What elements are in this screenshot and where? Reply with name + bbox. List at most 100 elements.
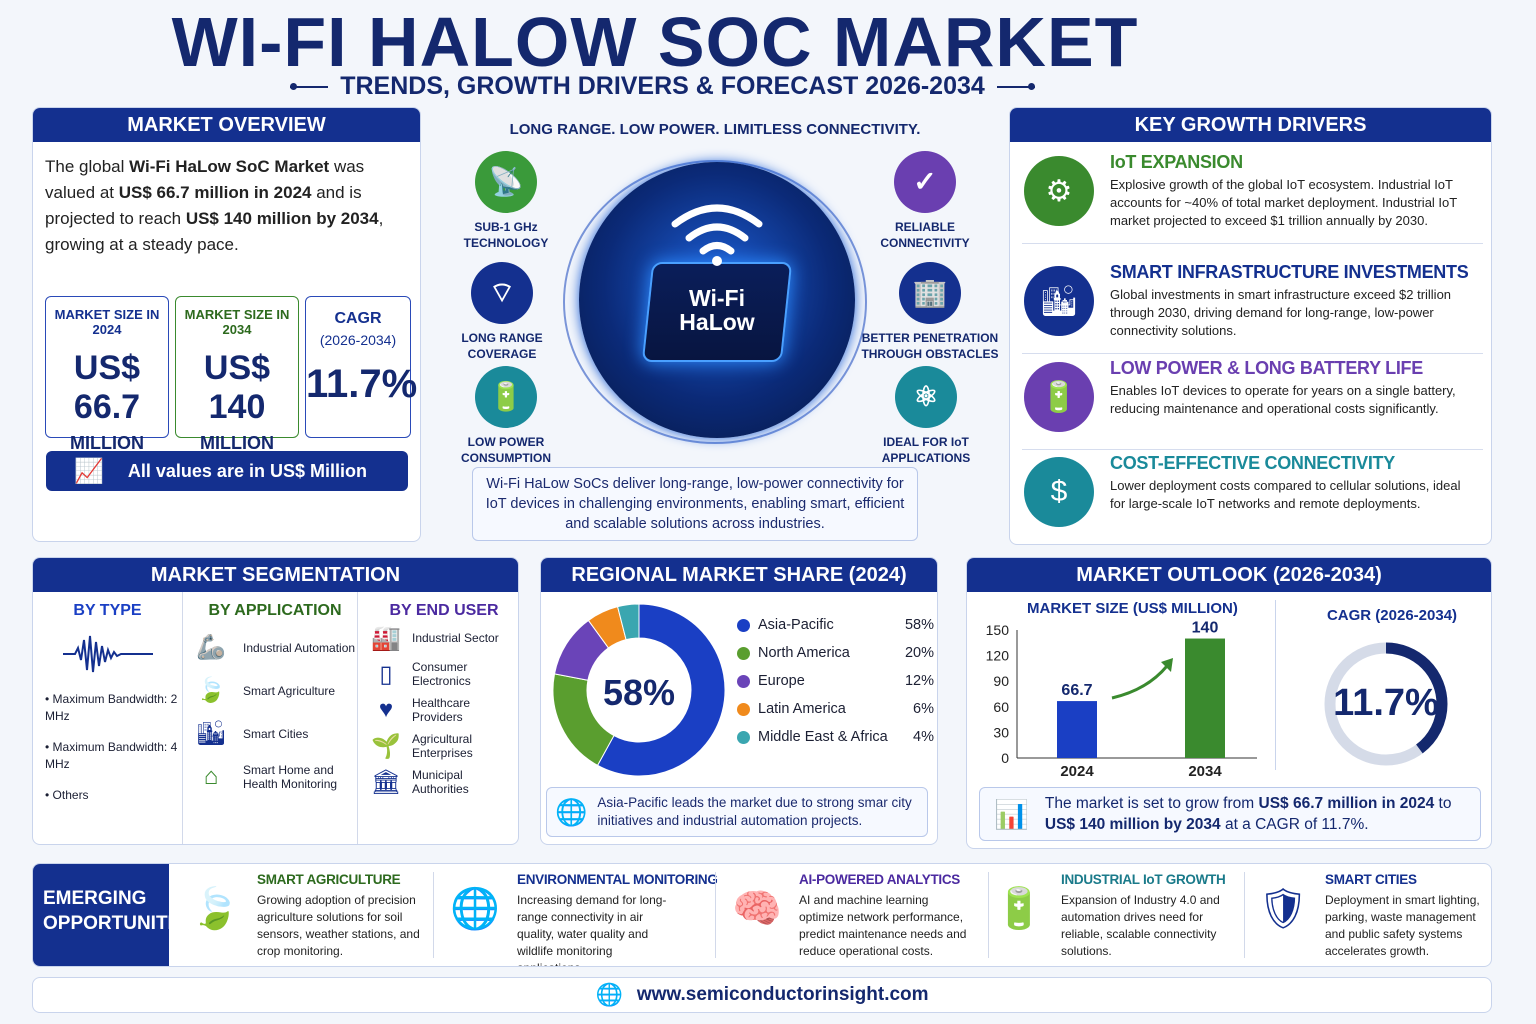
regional-share-heading: REGIONAL MARKET SHARE (2024) bbox=[541, 558, 937, 592]
battery-device-icon: 🔋 bbox=[994, 886, 1044, 931]
feature-long-range: ⌔ LONG RANGE COVERAGE bbox=[432, 262, 572, 362]
x-tick-label: 2034 bbox=[1188, 763, 1222, 780]
legend-value: 4% bbox=[913, 729, 934, 745]
end-user-item: ♥ Healthcare Providers bbox=[368, 692, 518, 728]
tablet-icon: ▯ bbox=[379, 660, 393, 688]
legend-label: Latin America bbox=[758, 701, 846, 717]
donut-slice-asia-pacific bbox=[596, 603, 726, 777]
growth-arrow-head bbox=[1161, 658, 1173, 672]
units-note: 📈 All values are in US$ Million bbox=[46, 451, 408, 491]
legend-swatch bbox=[737, 730, 750, 744]
legend-value: 12% bbox=[904, 673, 934, 689]
network-icon: ⚛ bbox=[895, 366, 957, 428]
end-user-item: ▯ Consumer Electronics bbox=[368, 656, 518, 692]
globe-leaf-icon: 🌐 bbox=[450, 886, 500, 931]
bar-chart-title: MARKET SIZE (US$ MILLION) bbox=[1027, 600, 1238, 617]
chart-growth-icon: 📈 bbox=[74, 457, 104, 485]
halow-chip-graphic: Wi-Fi HaLow bbox=[579, 162, 855, 438]
feature-iot: ⚛ IDEAL FOR IoT APPLICATIONS bbox=[856, 366, 996, 466]
legend-value: 20% bbox=[904, 645, 934, 661]
end-user-item: 🌱 Agricultural Enterprises bbox=[368, 728, 518, 764]
type-item: • Others bbox=[45, 788, 89, 802]
legend-item: Asia-Pacific 58% bbox=[737, 611, 934, 639]
orbit-ring bbox=[563, 160, 867, 444]
tagline: LONG RANGE. LOW POWER. LIMITLESS CONNECT… bbox=[509, 121, 921, 138]
regional-legend: Asia-Pacific 58% North America 20% Europe 12%… bbox=[737, 611, 934, 751]
y-tick-label: 0 bbox=[1001, 750, 1009, 766]
application-item: 🍃 Smart Agriculture bbox=[193, 669, 357, 712]
legend-value: 58% bbox=[904, 617, 934, 633]
cagr-gauge bbox=[1324, 642, 1448, 766]
y-tick-label: 90 bbox=[993, 673, 1009, 689]
signal-icon: ⌔ bbox=[471, 262, 533, 324]
legend-label: Europe bbox=[758, 673, 805, 689]
government-icon: 🏛 bbox=[370, 768, 402, 796]
segment-by-end-user: BY END USER 🏭 Industrial Sector ▯ Consumer… bbox=[358, 592, 518, 844]
segmentation-heading: MARKET SEGMENTATION bbox=[33, 558, 518, 592]
growth-chart-icon: 📊 bbox=[994, 798, 1029, 830]
battery-icon: 🔋 bbox=[1024, 362, 1094, 432]
city-icon: 🏙 bbox=[1024, 266, 1094, 336]
outlook-note: 📊 The market is set to grow from US$ 66.7… bbox=[979, 787, 1481, 841]
website-link[interactable]: www.semiconductorinsight.com bbox=[636, 984, 929, 1005]
segment-by-type: BY TYPE • Maximum Bandwidth: 2 MHz • Max… bbox=[33, 592, 183, 844]
opportunity-smart-cities: 🛡 SMART CITIES Deployment in smart lightin… bbox=[1239, 864, 1491, 966]
driver-iot-expansion: ⚙ IoT EXPANSION Explosive growth of the gl… bbox=[1022, 152, 1483, 244]
legend-item: North America 20% bbox=[737, 639, 934, 667]
home-health-icon: ⌂ bbox=[203, 762, 219, 790]
legend-value: 6% bbox=[913, 701, 934, 717]
type-item: • Maximum Bandwidth: 4 MHz bbox=[45, 740, 178, 771]
market-size-bar-chart: 0 30 60 90 120 150 66.7 2024 140 2034 bbox=[986, 620, 1257, 780]
market-overview-panel: MARKET OVERVIEW The global Wi-Fi HaLow S… bbox=[32, 107, 421, 542]
emerging-opportunities-panel: EMERGING OPPORTUNITIES 🍃 SMART AGRICULTURE… bbox=[32, 863, 1492, 967]
stat-market-size-2024: MARKET SIZE IN 2024 US$ 66.7 MILLION bbox=[45, 296, 169, 453]
legend-swatch bbox=[737, 646, 750, 660]
segmentation-panel: MARKET SEGMENTATION BY TYPE • Maximum Ba… bbox=[32, 557, 519, 845]
regional-donut-chart bbox=[552, 603, 726, 777]
driver-low-power: 🔋 LOW POWER & LONG BATTERY LIFE Enables Io… bbox=[1022, 358, 1483, 450]
growth-arrow bbox=[1111, 665, 1169, 700]
legend-label: North America bbox=[758, 645, 850, 661]
market-outlook-heading: MARKET OUTLOOK (2026-2034) bbox=[967, 558, 1491, 592]
sprout-icon: 🌱 bbox=[371, 732, 401, 760]
opportunities-heading: EMERGING OPPORTUNITIES bbox=[33, 864, 198, 966]
y-tick-label: 60 bbox=[993, 699, 1009, 715]
market-overview-heading: MARKET OVERVIEW bbox=[33, 108, 420, 142]
donut-center-label: 58% bbox=[602, 672, 676, 713]
legend-label: Middle East & Africa bbox=[758, 729, 888, 745]
driver-smart-infrastructure: 🏙 SMART INFRASTRUCTURE INVESTMENTS Global … bbox=[1022, 262, 1483, 354]
antenna-icon: 📡 bbox=[475, 151, 537, 213]
opportunity-environmental-monitoring: 🌐 ENVIRONMENTAL MONITORING Increasing dema… bbox=[431, 864, 718, 966]
segment-by-application: BY APPLICATION 🦾 Industrial Automation 🍃 S… bbox=[183, 592, 358, 844]
leaf-icon: 🍃 bbox=[196, 677, 226, 704]
end-user-item: 🏭 Industrial Sector bbox=[368, 620, 518, 656]
footer: 🌐 www.semiconductorinsight.com bbox=[32, 977, 1492, 1013]
application-item: 🏙 Smart Cities bbox=[193, 712, 357, 755]
chip-label-2: HaLow bbox=[679, 309, 755, 335]
shield-bulb-icon: 🛡 bbox=[1257, 886, 1309, 931]
waveform-icon bbox=[63, 635, 153, 673]
feature-sub1ghz: 📡 SUB-1 GHz TECHNOLOGY bbox=[436, 151, 576, 251]
type-item: • Maximum Bandwidth: 2 MHz bbox=[45, 692, 178, 723]
heart-icon: ♥ bbox=[378, 696, 394, 723]
chip-label-1: Wi-Fi bbox=[689, 285, 745, 311]
bar-2034 bbox=[1185, 638, 1225, 758]
application-item: ⌂ Smart Home and Health Monitoring bbox=[193, 755, 357, 798]
x-tick-label: 2024 bbox=[1060, 763, 1094, 780]
y-tick-label: 150 bbox=[986, 622, 1010, 638]
brain-icon: 🧠 bbox=[732, 886, 782, 931]
legend-item: Europe 12% bbox=[737, 667, 934, 695]
bar-value-label: 140 bbox=[1192, 620, 1219, 637]
factory-icon: 🏭 bbox=[371, 624, 401, 652]
legend-swatch bbox=[737, 702, 750, 716]
shield-check-icon: ✓ bbox=[894, 151, 956, 213]
subtitle-text: TRENDS, GROWTH DRIVERS & FORECAST 2026-2… bbox=[340, 72, 985, 100]
page-subtitle: TRENDS, GROWTH DRIVERS & FORECAST 2026-2… bbox=[290, 72, 1036, 101]
iot-devices-icon: ⚙ bbox=[1024, 156, 1094, 226]
cagr-value: 11.7% bbox=[1333, 682, 1439, 724]
building-icon: 🏢 bbox=[899, 262, 961, 324]
legend-swatch bbox=[737, 674, 750, 688]
bar-2024 bbox=[1057, 701, 1097, 758]
center-note: Wi-Fi HaLow SoCs deliver long-range, low… bbox=[472, 467, 918, 541]
regional-share-panel: REGIONAL MARKET SHARE (2024) 58% Asia-Pa… bbox=[540, 557, 938, 845]
